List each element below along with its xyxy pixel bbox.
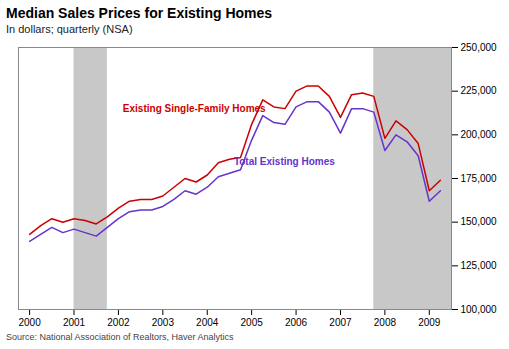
- svg-text:2002: 2002: [107, 317, 130, 328]
- html-text:Source: National Association o: Source: National Association of Realtors…: [6, 332, 234, 342]
- svg-text:2001: 2001: [63, 317, 86, 328]
- svg-text:2009: 2009: [418, 317, 441, 328]
- html-text:Median Sales Prices for Existi: Median Sales Prices for Existing Homes: [6, 5, 273, 21]
- svg-text:175,000: 175,000: [461, 173, 498, 184]
- svg-text:150,000: 150,000: [461, 216, 498, 227]
- svg-text:2000: 2000: [18, 317, 41, 328]
- svg-text:125,000: 125,000: [461, 260, 498, 271]
- svg-text:2007: 2007: [329, 317, 352, 328]
- svg-text:2006: 2006: [285, 317, 308, 328]
- svg-text:225,000: 225,000: [461, 85, 498, 96]
- svg-text:2003: 2003: [152, 317, 175, 328]
- svg-text:2005: 2005: [241, 317, 264, 328]
- svg-text:2004: 2004: [196, 317, 219, 328]
- svg-text:Total Existing Homes: Total Existing Homes: [234, 156, 335, 167]
- svg-text:200,000: 200,000: [461, 129, 498, 140]
- svg-text:2008: 2008: [374, 317, 397, 328]
- svg-text:250,000: 250,000: [461, 42, 498, 53]
- svg-text:Existing Single-Family Homes: Existing Single-Family Homes: [123, 103, 266, 114]
- html-text:In dollars; quarterly (NSA): In dollars; quarterly (NSA): [6, 23, 133, 35]
- svg-text:100,000: 100,000: [461, 304, 498, 315]
